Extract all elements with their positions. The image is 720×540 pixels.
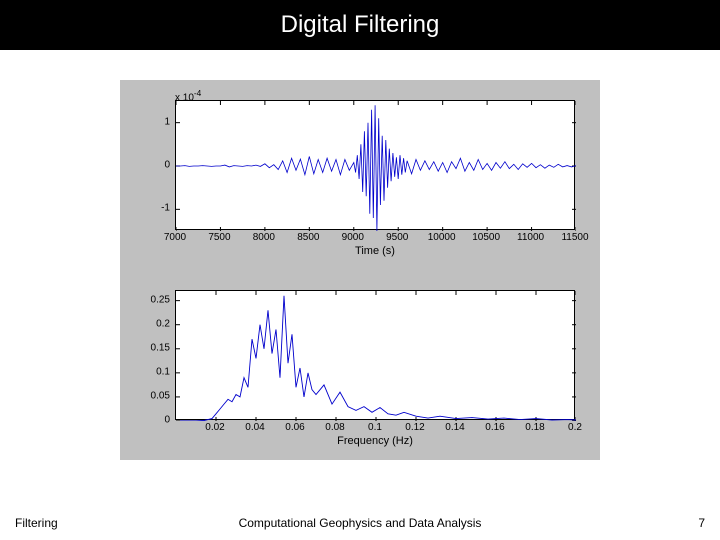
figure-area: x 10-4 -101 7000750080008500900095001000… <box>120 80 600 460</box>
footer-left: Filtering <box>15 516 58 530</box>
top-xlabel: Time (s) <box>355 245 395 257</box>
title-bar: Digital Filtering <box>0 0 720 50</box>
page-number: 7 <box>698 516 705 530</box>
top-plot <box>175 100 575 230</box>
bottom-xlabel: Frequency (Hz) <box>337 435 413 447</box>
footer-center: Computational Geophysics and Data Analys… <box>239 516 482 530</box>
bottom-plot <box>175 290 575 420</box>
page-title: Digital Filtering <box>281 11 440 39</box>
